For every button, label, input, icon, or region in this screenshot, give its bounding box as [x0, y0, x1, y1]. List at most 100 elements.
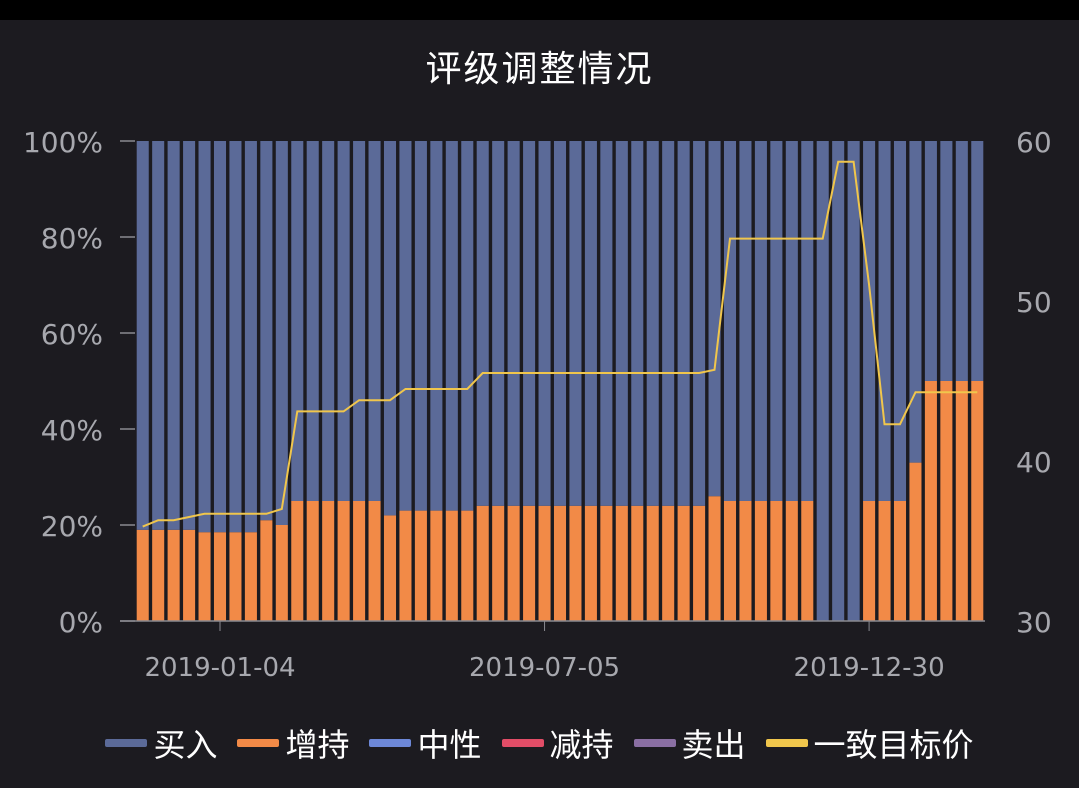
bar-zengchi — [306, 501, 319, 621]
bar-mairu — [229, 141, 242, 533]
bar-mairu — [476, 141, 489, 506]
rating-chart: 0% 20% 40% 60% 80% 100% 30 40 50 60 2019-01-04 2019… — [23, 126, 1052, 683]
target-price-line — [142, 160, 978, 528]
legend-swatch — [369, 739, 412, 747]
bar-zengchi — [863, 501, 876, 621]
x-tick-label: 2019-07-05 — [469, 653, 620, 683]
bar-zengchi — [430, 510, 443, 621]
bar-zengchi — [955, 381, 968, 621]
bar-zengchi — [492, 505, 505, 621]
bar-mairu — [816, 141, 829, 621]
y-left-tick-label: 100% — [23, 126, 103, 159]
y-left-tick-label: 60% — [41, 318, 103, 351]
bar-mairu — [847, 141, 860, 621]
legend-label: 减持 — [549, 726, 614, 764]
bar-mairu — [801, 141, 814, 501]
legend-item: 减持 — [501, 720, 614, 766]
bar-mairu — [924, 141, 937, 381]
bar-mairu — [584, 141, 597, 506]
legend-label: 卖出 — [681, 726, 746, 764]
bar-mairu — [538, 141, 551, 506]
bar-zengchi — [337, 501, 350, 621]
y-left-tick-label: 0% — [59, 606, 103, 639]
bar-mairu — [553, 141, 567, 506]
bar-mairu — [940, 141, 953, 381]
y-left-tick-label: 80% — [41, 222, 103, 255]
bar-mairu — [523, 141, 536, 506]
bar-mairu — [615, 141, 628, 506]
bar-mairu — [445, 141, 458, 511]
chart-legend: 买入 增持 中性 减持 卖出 一致目标价 — [0, 718, 1079, 768]
bar-zengchi — [152, 529, 165, 621]
bar-zengchi — [213, 532, 227, 621]
bar-zengchi — [229, 532, 242, 621]
bar-zengchi — [909, 462, 922, 621]
legend-item: 增持 — [237, 720, 349, 766]
bar-mairu — [832, 141, 845, 621]
bar-mairu — [646, 141, 659, 506]
legend-swatch — [633, 739, 676, 747]
bar-mairu — [739, 141, 752, 501]
bar-mairu — [569, 141, 582, 506]
bar-zengchi — [708, 496, 721, 621]
bar-zengchi — [893, 501, 907, 621]
x-tick-label: 2019-12-30 — [794, 653, 945, 683]
bar-zengchi — [940, 381, 953, 621]
bar-mairu — [306, 141, 319, 501]
bar-mairu — [152, 141, 165, 530]
bar-mairu — [291, 141, 304, 501]
bar-zengchi — [198, 532, 211, 621]
y-left-tick-label: 40% — [41, 414, 103, 447]
bar-mairu — [198, 141, 211, 533]
bar-zengchi — [770, 501, 783, 621]
bar-mairu — [337, 141, 350, 501]
bar-zengchi — [399, 510, 412, 621]
legend-item: 中性 — [369, 720, 482, 766]
bar-zengchi — [183, 529, 196, 621]
bar-zengchi — [291, 501, 304, 621]
bar-zengchi — [322, 501, 335, 621]
bar-mairu — [909, 141, 922, 463]
bar-zengchi — [353, 501, 366, 621]
bar-zengchi — [523, 505, 536, 621]
bar-zengchi — [785, 501, 798, 621]
bar-mairu — [244, 141, 257, 533]
bar-mairu — [708, 141, 721, 497]
bar-mairu — [600, 141, 613, 506]
bar-mairu — [461, 141, 474, 511]
bar-zengchi — [383, 515, 397, 621]
bar-zengchi — [646, 505, 659, 621]
bar-zengchi — [924, 381, 937, 621]
bar-mairu — [430, 141, 443, 511]
bar-zengchi — [414, 510, 427, 621]
bar-mairu — [167, 141, 180, 530]
bar-zengchi — [584, 505, 597, 621]
bar-mairu — [878, 141, 891, 501]
bar-zengchi — [461, 510, 474, 621]
bar-mairu — [383, 141, 397, 516]
bar-mairu — [785, 141, 798, 501]
bar-zengchi — [445, 510, 458, 621]
legend-swatch — [105, 739, 148, 747]
bar-zengchi — [167, 529, 180, 621]
bar-mairu — [770, 141, 783, 501]
bar-mairu — [260, 141, 273, 521]
bar-mairu — [353, 141, 366, 501]
bar-zengchi — [507, 505, 520, 621]
bar-mairu — [677, 141, 690, 506]
bar-mairu — [955, 141, 968, 381]
bar-mairu — [399, 141, 412, 511]
bar-mairu — [322, 141, 335, 501]
y-right-tick-label: 40 — [1016, 446, 1052, 479]
y-right-tick-label: 60 — [1016, 126, 1052, 159]
bar-zengchi — [739, 501, 752, 621]
legend-item: 买入 — [105, 720, 217, 766]
bar-zengchi — [615, 505, 628, 621]
y-right-tick-label: 30 — [1016, 606, 1052, 639]
bar-mairu — [893, 141, 907, 501]
bar-mairu — [971, 141, 984, 381]
bar-zengchi — [693, 505, 706, 621]
bar-mairu — [492, 141, 505, 506]
bar-mairu — [723, 141, 737, 501]
bar-mairu — [275, 141, 288, 525]
